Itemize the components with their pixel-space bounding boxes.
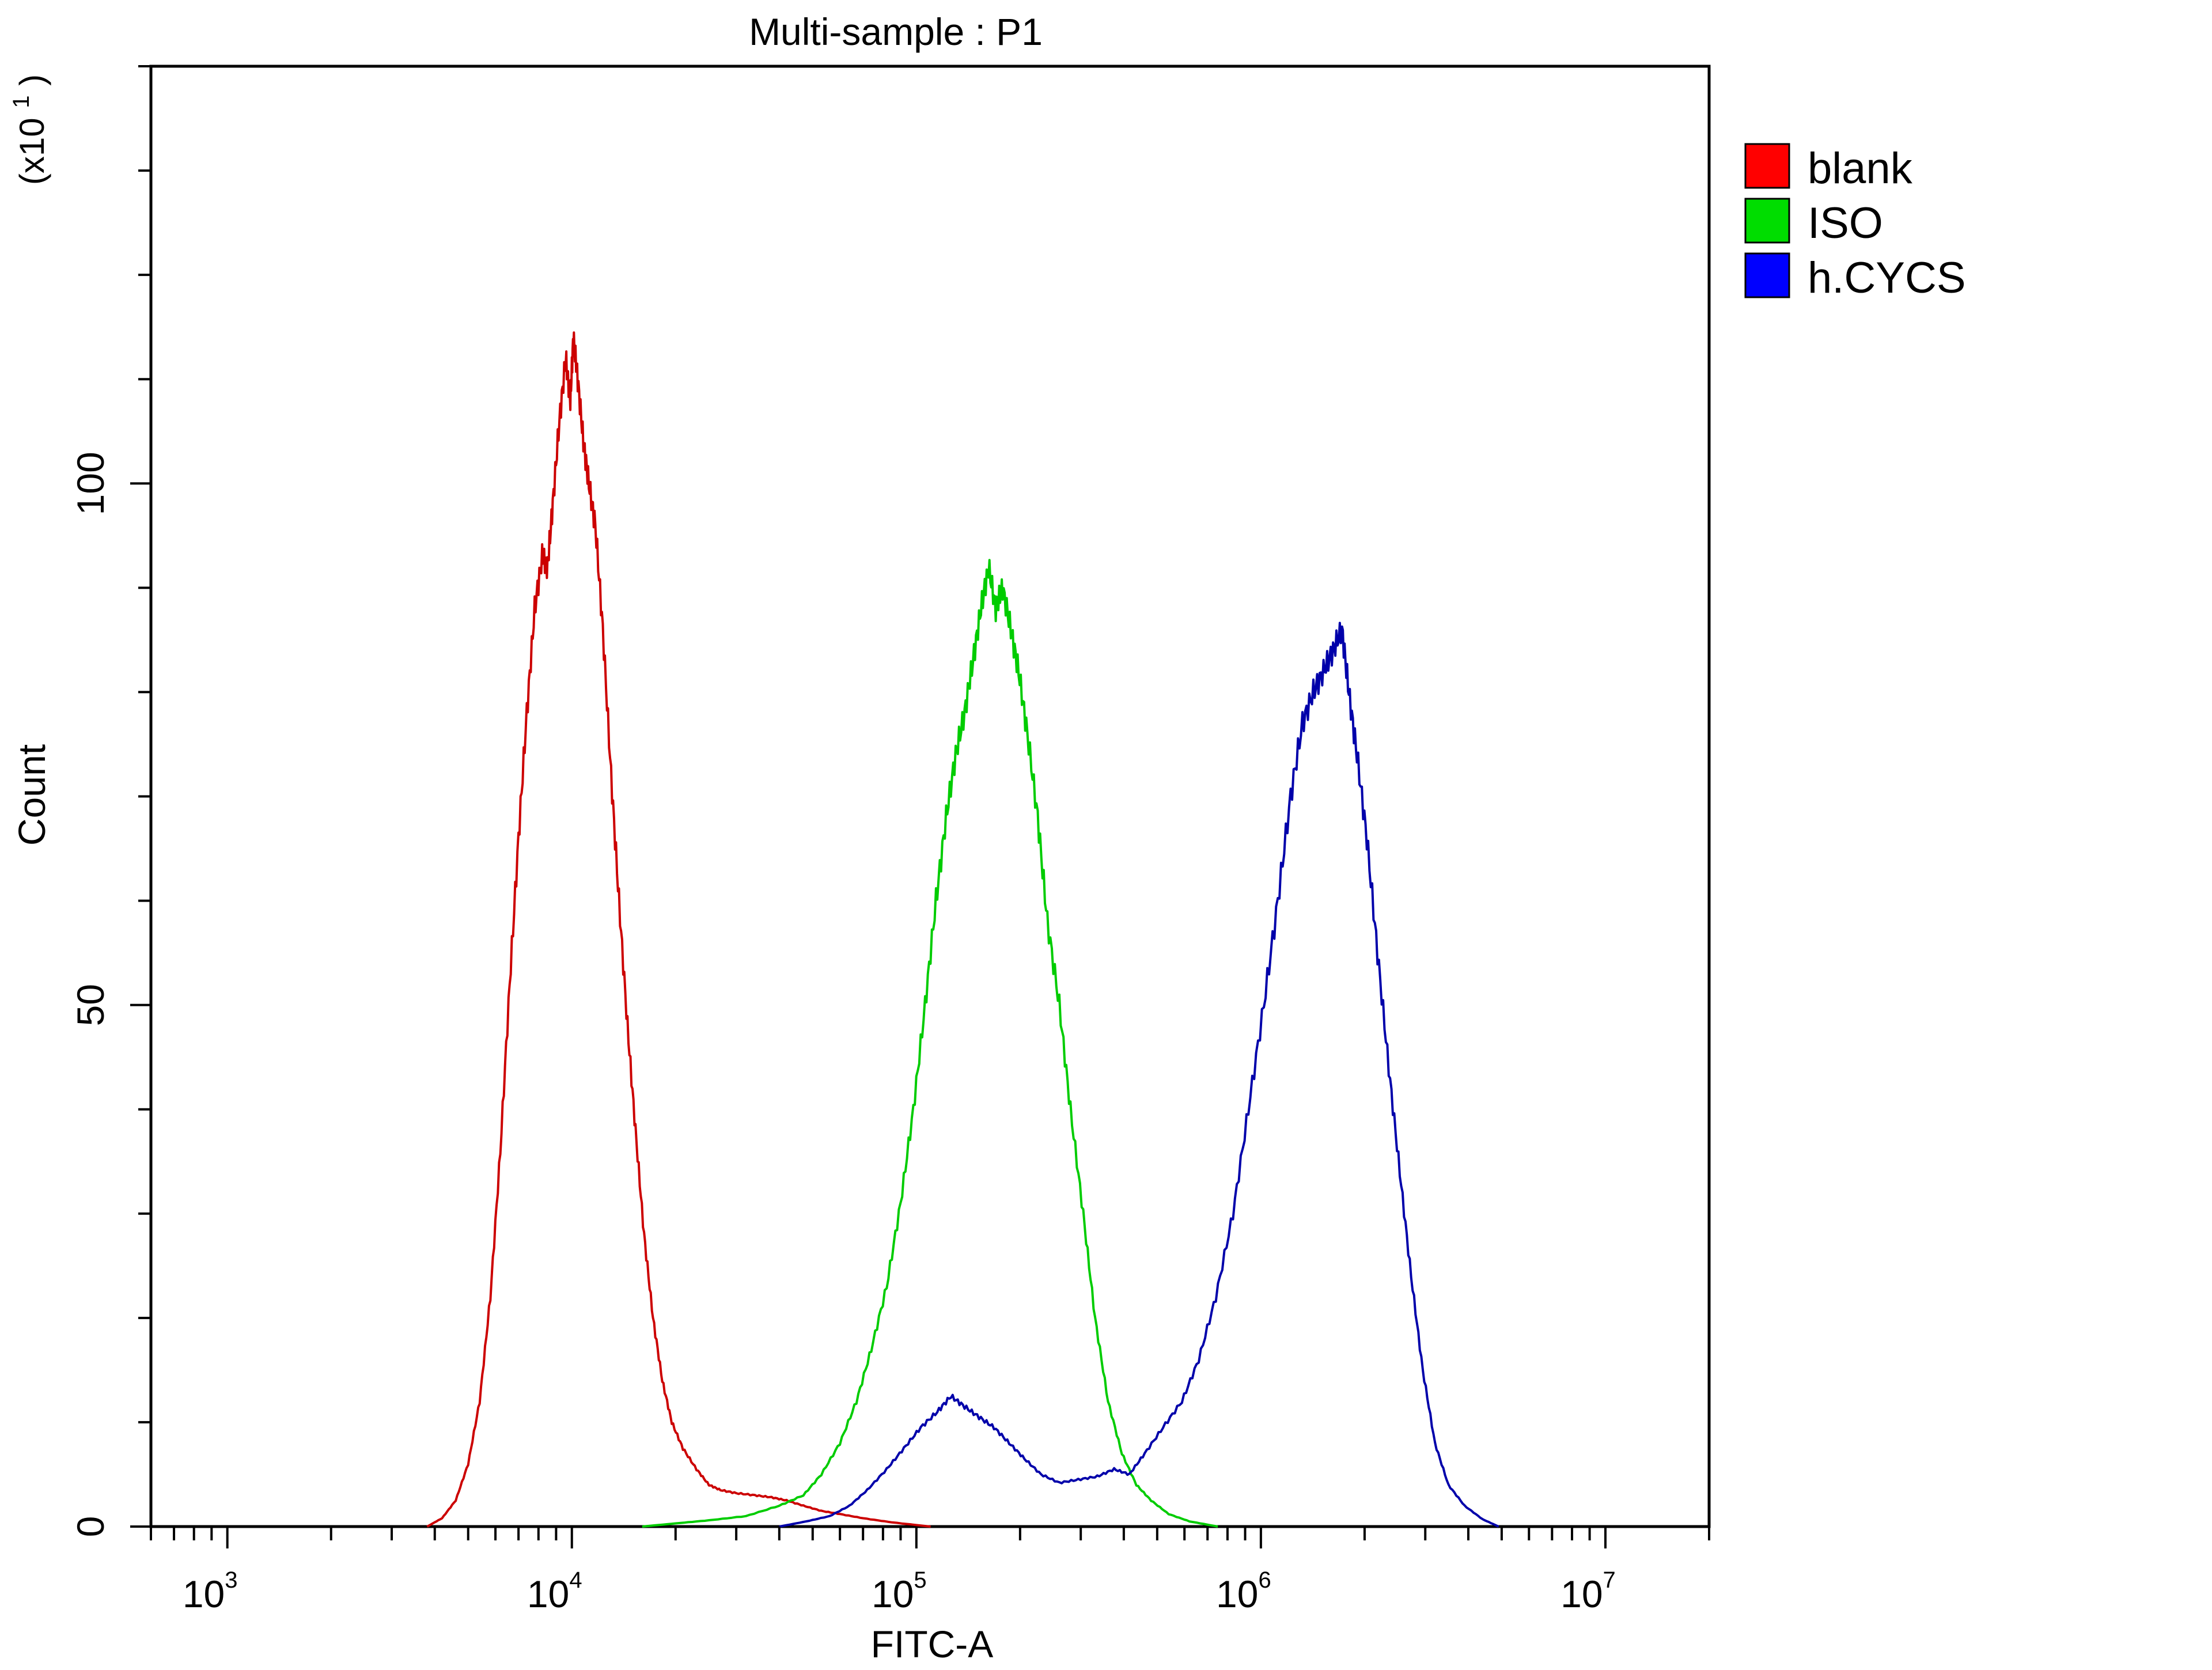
x-axis-label: FITC-A bbox=[871, 1623, 994, 1665]
x-tick-base: 10 bbox=[1560, 1573, 1603, 1615]
x-tick-label: 107 bbox=[1560, 1567, 1616, 1615]
x-tick-label: 103 bbox=[183, 1567, 238, 1615]
x-tick-label: 104 bbox=[527, 1567, 582, 1615]
series-line-h-cycs bbox=[779, 622, 1499, 1528]
x-tick-base: 10 bbox=[1216, 1573, 1258, 1615]
y-multiplier-prefix: (x10 bbox=[13, 118, 51, 185]
y-multiplier-exponent: 1 bbox=[9, 96, 34, 108]
legend-label: blank bbox=[1808, 144, 1913, 193]
y-axis-label: Count bbox=[10, 744, 53, 846]
legend-label: h.CYCS bbox=[1808, 253, 1966, 302]
legend-swatch-h-cycs bbox=[1744, 252, 1790, 298]
series-line-blank bbox=[426, 331, 931, 1528]
y-axis-ticks: 0 50 100 bbox=[69, 65, 151, 1538]
y-multiplier-suffix: ) bbox=[13, 74, 51, 86]
x-tick-label: 106 bbox=[1216, 1567, 1271, 1615]
legend: blank ISO h.CYCS bbox=[1744, 143, 1966, 302]
legend-label: ISO bbox=[1808, 199, 1883, 248]
series-layer bbox=[426, 331, 1499, 1528]
legend-swatch-blank bbox=[1744, 143, 1790, 189]
y-tick-label: 100 bbox=[69, 452, 112, 515]
y-axis-multiplier: (x10 1 ) bbox=[0, 74, 51, 185]
x-tick-exponent: 4 bbox=[569, 1567, 582, 1593]
y-tick-label: 0 bbox=[69, 1516, 112, 1538]
x-axis-ticks: 103 104 105 106 107 bbox=[150, 1527, 1710, 1615]
x-tick-base: 10 bbox=[527, 1573, 569, 1615]
x-tick-base: 10 bbox=[183, 1573, 225, 1615]
y-tick-label: 50 bbox=[69, 984, 112, 1026]
x-tick-exponent: 5 bbox=[914, 1567, 926, 1593]
x-tick-label: 105 bbox=[872, 1567, 927, 1615]
x-tick-exponent: 6 bbox=[1258, 1567, 1271, 1593]
chart-title: Multi-sample : P1 bbox=[749, 10, 1043, 53]
x-tick-exponent: 7 bbox=[1603, 1567, 1616, 1593]
x-tick-base: 10 bbox=[872, 1573, 914, 1615]
x-tick-exponent: 3 bbox=[225, 1567, 237, 1593]
legend-swatch-iso bbox=[1744, 198, 1790, 244]
series-line-iso bbox=[642, 559, 1218, 1528]
